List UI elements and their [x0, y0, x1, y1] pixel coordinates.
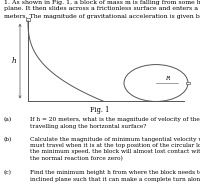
Text: If h = 20 meters, what is the magnitude of velocity of the block when it is
trav: If h = 20 meters, what is the magnitude …: [30, 117, 200, 129]
Text: 1. As shown in Fig. 1, a block of mass m is falling from some height h along an : 1. As shown in Fig. 1, a block of mass m…: [4, 0, 200, 19]
Text: (c): (c): [4, 170, 12, 176]
Bar: [186, 82, 190, 84]
Text: Fig. 1: Fig. 1: [90, 106, 110, 114]
Text: (a): (a): [4, 117, 12, 123]
Text: Find the minimum height h from where the block needs to be released on the
incli: Find the minimum height h from where the…: [30, 170, 200, 182]
Text: R: R: [165, 76, 169, 81]
Text: (b): (b): [4, 137, 12, 142]
Text: h: h: [12, 57, 16, 65]
Bar: [26, 18, 30, 21]
Text: Calculate the magnitude of minimum tangential velocity with which the block
must: Calculate the magnitude of minimum tange…: [30, 137, 200, 161]
